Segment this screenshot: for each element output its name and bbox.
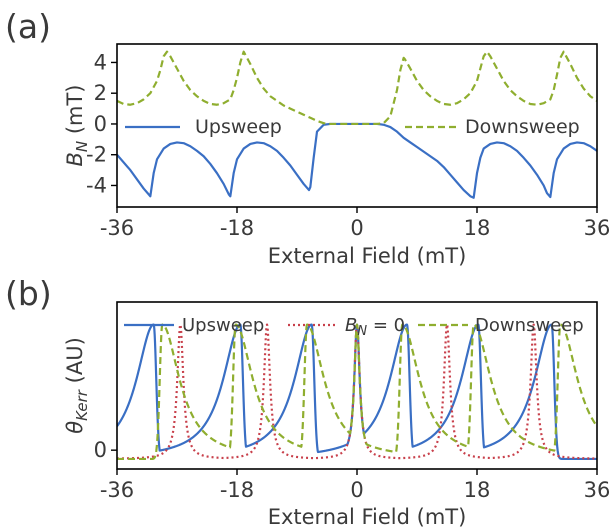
x-tick-label: 0 <box>350 216 363 240</box>
x-tick-label: 0 <box>350 478 363 502</box>
y-tick-label: -2 <box>86 143 107 167</box>
series-group <box>117 50 597 199</box>
x-axis-label: External Field (mT) <box>268 244 467 268</box>
x-tick-label: -18 <box>220 216 254 240</box>
legend-label-2: Downsweep <box>475 315 584 336</box>
y-label-main: B <box>63 152 87 166</box>
x-tick-label: -36 <box>100 478 134 502</box>
legend-label-1: Downsweep <box>465 116 580 138</box>
series-line-downsweep <box>117 323 597 461</box>
legend-label-0: Upsweep <box>182 315 264 336</box>
y-axis-label: BN (mT) <box>63 84 91 166</box>
y-label-unit: (AU) <box>63 337 87 390</box>
x-tick-label: 36 <box>584 216 611 240</box>
x-tick-label: -36 <box>100 216 134 240</box>
y-tick-label: 2 <box>94 81 107 105</box>
series-group <box>117 323 597 461</box>
x-tick-label: -18 <box>220 478 254 502</box>
legend: Upsweep Downsweep <box>125 116 580 138</box>
series-line-upsweep <box>117 122 597 199</box>
legend-bn-main: B <box>345 315 357 336</box>
x-tick-label: 18 <box>464 216 491 240</box>
y-tick-label: -4 <box>86 173 107 197</box>
series-line-downsweep <box>117 50 597 126</box>
legend-bn-rest: = 0 <box>367 315 405 336</box>
y-label-subscript: Kerr <box>73 389 91 421</box>
legend-label-0: Upsweep <box>195 116 282 138</box>
y-tick-label: 0 <box>94 438 107 462</box>
x-axis-label: External Field (mT) <box>268 505 467 529</box>
y-label-unit: (mT) <box>63 84 87 140</box>
panel-a: (a) -36 -18 0 18 36 4 2 0 -2 -4 External Field (mT)… <box>5 7 610 268</box>
y-tick-label: 0 <box>94 112 107 136</box>
panel-label: (a) <box>5 7 51 46</box>
x-tick-label: 36 <box>584 478 611 502</box>
panel-b: (b) -36 -18 0 18 36 0 External Field (mT) θKerr … <box>5 274 610 529</box>
series-line-b-n-0 <box>117 323 597 460</box>
y-label-subscript: N <box>73 141 91 152</box>
y-label-main: θ <box>63 421 87 434</box>
legend: Upsweep BN = 0 Downsweep <box>124 315 584 339</box>
legend-bn-sub: N <box>357 324 367 339</box>
panel-label: (b) <box>5 274 52 313</box>
legend-label-1: BN = 0 <box>345 315 405 339</box>
x-tick-label: 18 <box>464 478 491 502</box>
y-axis-label: θKerr (AU) <box>63 337 91 434</box>
y-tick-label: 4 <box>94 50 107 74</box>
